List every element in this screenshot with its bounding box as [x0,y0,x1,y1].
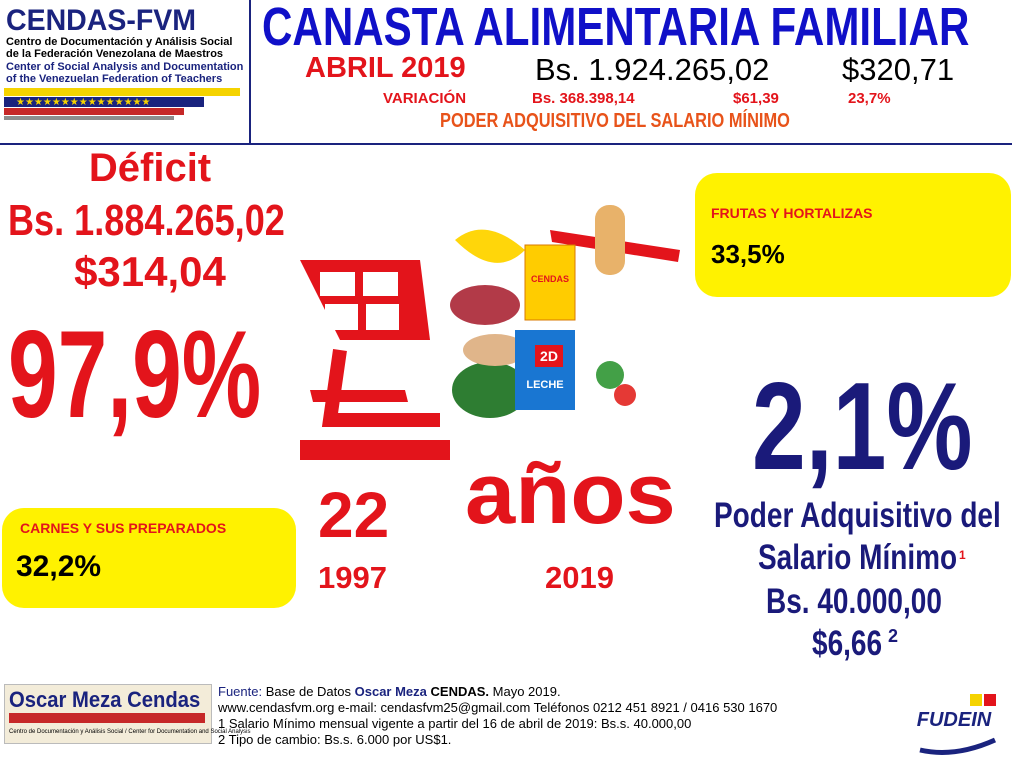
title-text: CANASTA ALIMENTARIA FAMILIAR [262,0,970,57]
milk-box [515,330,575,410]
footer-line: www.cendasfvm.org e-mail: cendasfvm25@gm… [218,700,778,715]
wage-usd: $6,66 [812,624,900,664]
footer-logo-name: Oscar Meza Cendas [9,687,217,713]
footer-line: 2 Tipo de cambio: Bs.s. 6.000 por US$1. [218,732,452,747]
power-line: Salario Mínimo [758,538,1007,578]
deficit-label: Déficit [88,146,212,190]
logo-name: CENDAS-FVM [6,4,206,38]
logo-line: of the Venezuelan Federation of Teachers [6,73,223,85]
category-label: CARNES Y SUS PREPARADOS [20,520,227,536]
cart-illustration: CENDAS 2D LECHE [300,205,680,460]
footnote-ref: 2 [888,626,899,646]
power-line-text: Salario Mínimo [758,538,958,577]
source-name: Oscar Meza [354,684,427,699]
wage-bs: Bs. 40.000,00 [766,582,986,622]
footer-logo-sub: Centro de Documentación y Análisis Socia… [9,729,251,735]
logo-name-text: CENDAS-FVM [6,4,196,37]
category-box: CARNES Y SUS PREPARADOS 32,2% [2,508,296,608]
category-value: 32,2% [16,550,102,583]
power-line: Poder Adquisitivo del [714,496,1012,536]
deficit-usd: $314,04 [74,248,226,295]
divider [249,0,251,143]
divider [0,143,1012,145]
footnote-ref: 1 [959,548,966,562]
footer-logo: Oscar Meza Cendas Centro de Documentació… [4,684,250,744]
partner-name: FUDEIN [917,709,992,731]
anniversary-word-text: años [465,446,676,542]
deficit-pct-text: 97,9% [8,306,262,444]
logo: CENDAS-FVM Centro de Documentación y Aná… [4,4,244,140]
variation-label: VARIACIÓN [383,90,467,107]
source-text: Base de Datos [265,684,351,699]
logo-line: de la Federación Venezolana de Maestros [6,48,224,60]
logo-line: Center of Social Analysis and Documentat… [6,61,244,73]
wage-bs-text: Bs. 40.000,00 [766,582,942,621]
category-box: FRUTAS Y HORTALIZAS 33,5% [695,173,1011,297]
wage-usd-text: $6,66 [812,624,883,663]
logo-stripes: ★★★★★★★★★★★★★★★ [4,88,240,120]
variation-usd: $61,39 [733,90,779,107]
source-org: CENDAS. [430,684,490,699]
category-value: 33,5% [711,239,785,269]
subtitle-text: PODER ADQUISITIVO DEL SALARIO MÍNIMO [440,110,790,132]
title: CANASTA ALIMENTARIA FAMILIAR [262,0,1012,58]
source-date: Mayo 2019. [492,684,561,699]
footer-logo-name-text: Oscar Meza Cendas [9,687,201,712]
power-line-text: Poder Adquisitivo del [714,496,1001,535]
deficit-pct: 97,9% [8,310,360,440]
deficit-bs: Bs. 1.884.265,02 [8,196,346,246]
anniversary-number: 22 [318,479,390,551]
partner-logo: FUDEIN [917,694,997,755]
footer-logo-stripe [9,713,205,723]
logo-line: Centro de Documentación y Análisis Socia… [6,36,233,48]
power-pct: 2,1% [752,362,1012,492]
period: ABRIL 2019 [305,52,466,84]
anniversary-end: 2019 [545,560,614,595]
product-label: 2D [540,348,558,364]
deficit-bs-text: Bs. 1.884.265,02 [8,196,285,245]
footer-source: Fuente: Base de Datos Oscar Meza CENDAS.… [218,684,561,699]
category-label: FRUTAS Y HORTALIZAS [711,205,873,221]
variation-pct: 23,7% [848,90,891,107]
subtitle: PODER ADQUISITIVO DEL SALARIO MÍNIMO [440,110,867,133]
watermelon [452,362,528,418]
cost-usd: $320,71 [842,52,955,87]
power-pct-text: 2,1% [752,358,973,496]
product-label: LECHE [526,379,563,391]
variation-bs: Bs. 368.398,14 [532,90,635,107]
source-label: Fuente: [218,684,263,699]
product-label: CENDAS [531,274,569,284]
anniversary-word: años [465,445,676,544]
anniversary-start: 1997 [318,560,387,595]
cost-bs: Bs. 1.924.265,02 [535,52,770,87]
product-box [524,244,576,321]
svg-text:★★★★★★★★★★★★★★★: ★★★★★★★★★★★★★★★ [16,97,151,108]
footer-line: 1 Salario Mínimo mensual vigente a parti… [218,716,692,731]
